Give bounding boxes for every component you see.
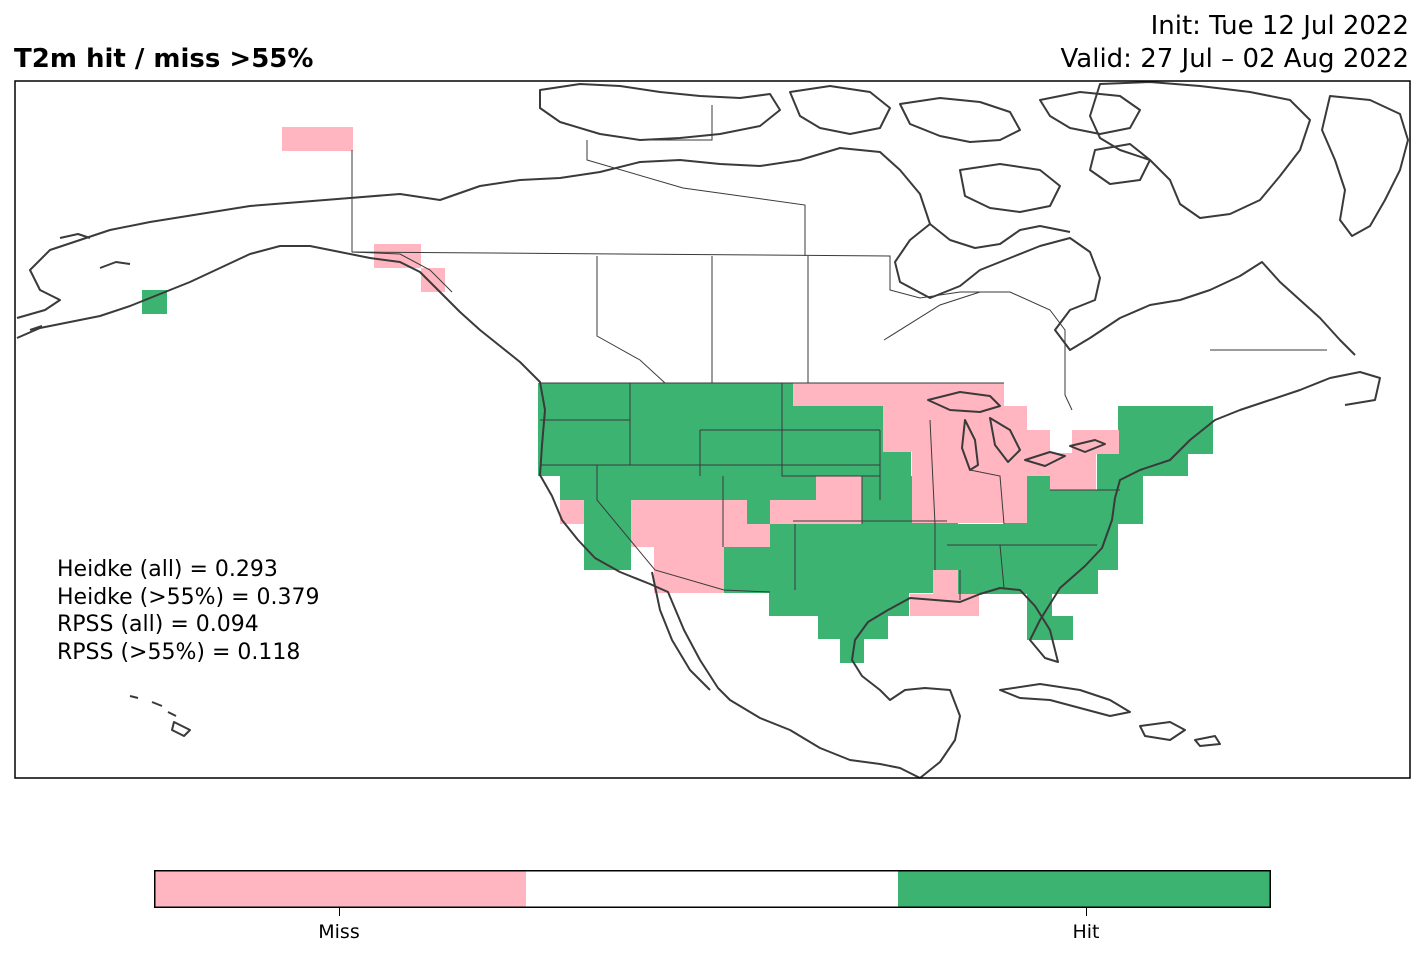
cell-hit	[142, 290, 167, 314]
colorbar-hit-segment	[898, 870, 1271, 908]
cell-miss	[1027, 430, 1050, 476]
init-date: Init: Tue 12 Jul 2022	[1150, 11, 1409, 41]
colorbar-outline	[154, 870, 1271, 908]
cell-hit	[747, 500, 771, 524]
cell-hit	[1166, 406, 1213, 454]
miss-label: Miss	[318, 921, 360, 943]
cell-miss	[770, 500, 817, 524]
cell-miss	[421, 268, 445, 292]
cell-miss	[374, 244, 421, 268]
hit-label: Hit	[1072, 921, 1100, 943]
cell-hit	[584, 500, 631, 570]
cell-hit	[560, 476, 817, 500]
cell-miss	[883, 406, 912, 452]
coastlines	[16, 81, 1409, 779]
heidke-55-score: Heidke (>55%) = 0.379	[57, 584, 320, 610]
cell-hit	[1052, 616, 1073, 640]
colorbar-neutral-segment	[526, 870, 898, 908]
cell-hit	[818, 614, 888, 639]
cell-miss	[560, 500, 584, 524]
cell-miss	[912, 406, 1027, 523]
cell-hit	[862, 476, 912, 524]
cell-miss	[910, 594, 979, 616]
cell-hit	[935, 524, 1118, 570]
rpss-55-score: RPSS (>55%) = 0.118	[57, 639, 301, 665]
map-frame	[14, 80, 1411, 779]
colorbar-miss-segment	[154, 870, 526, 908]
political-borders	[351, 105, 1327, 600]
skill-scores: Heidke (all) = 0.293 Heidke (>55%) = 0.3…	[57, 556, 320, 666]
cell-miss	[816, 476, 862, 524]
miss-tick	[339, 908, 340, 916]
cell-miss	[793, 383, 1004, 406]
colorbar	[154, 870, 1271, 908]
rpss-all-score: RPSS (all) = 0.094	[57, 612, 259, 637]
valid-period: Valid: 27 Jul – 02 Aug 2022	[1060, 44, 1409, 74]
cell-miss	[654, 547, 724, 593]
map-title: T2m hit / miss >55%	[14, 44, 314, 74]
forecast-dates: Init: Tue 12 Jul 2022 Valid: 27 Jul – 02…	[1061, 10, 1409, 76]
cell-miss	[933, 570, 958, 594]
cell-miss	[282, 127, 353, 151]
cell-hit	[769, 521, 958, 593]
cell-hit	[769, 590, 909, 616]
verification-cells	[142, 127, 1213, 663]
heidke-all-score: Heidke (all) = 0.293	[57, 557, 278, 582]
cell-hit	[724, 547, 770, 593]
cell-miss	[1050, 453, 1096, 490]
hit-tick	[1086, 908, 1087, 916]
cell-miss	[724, 524, 770, 547]
